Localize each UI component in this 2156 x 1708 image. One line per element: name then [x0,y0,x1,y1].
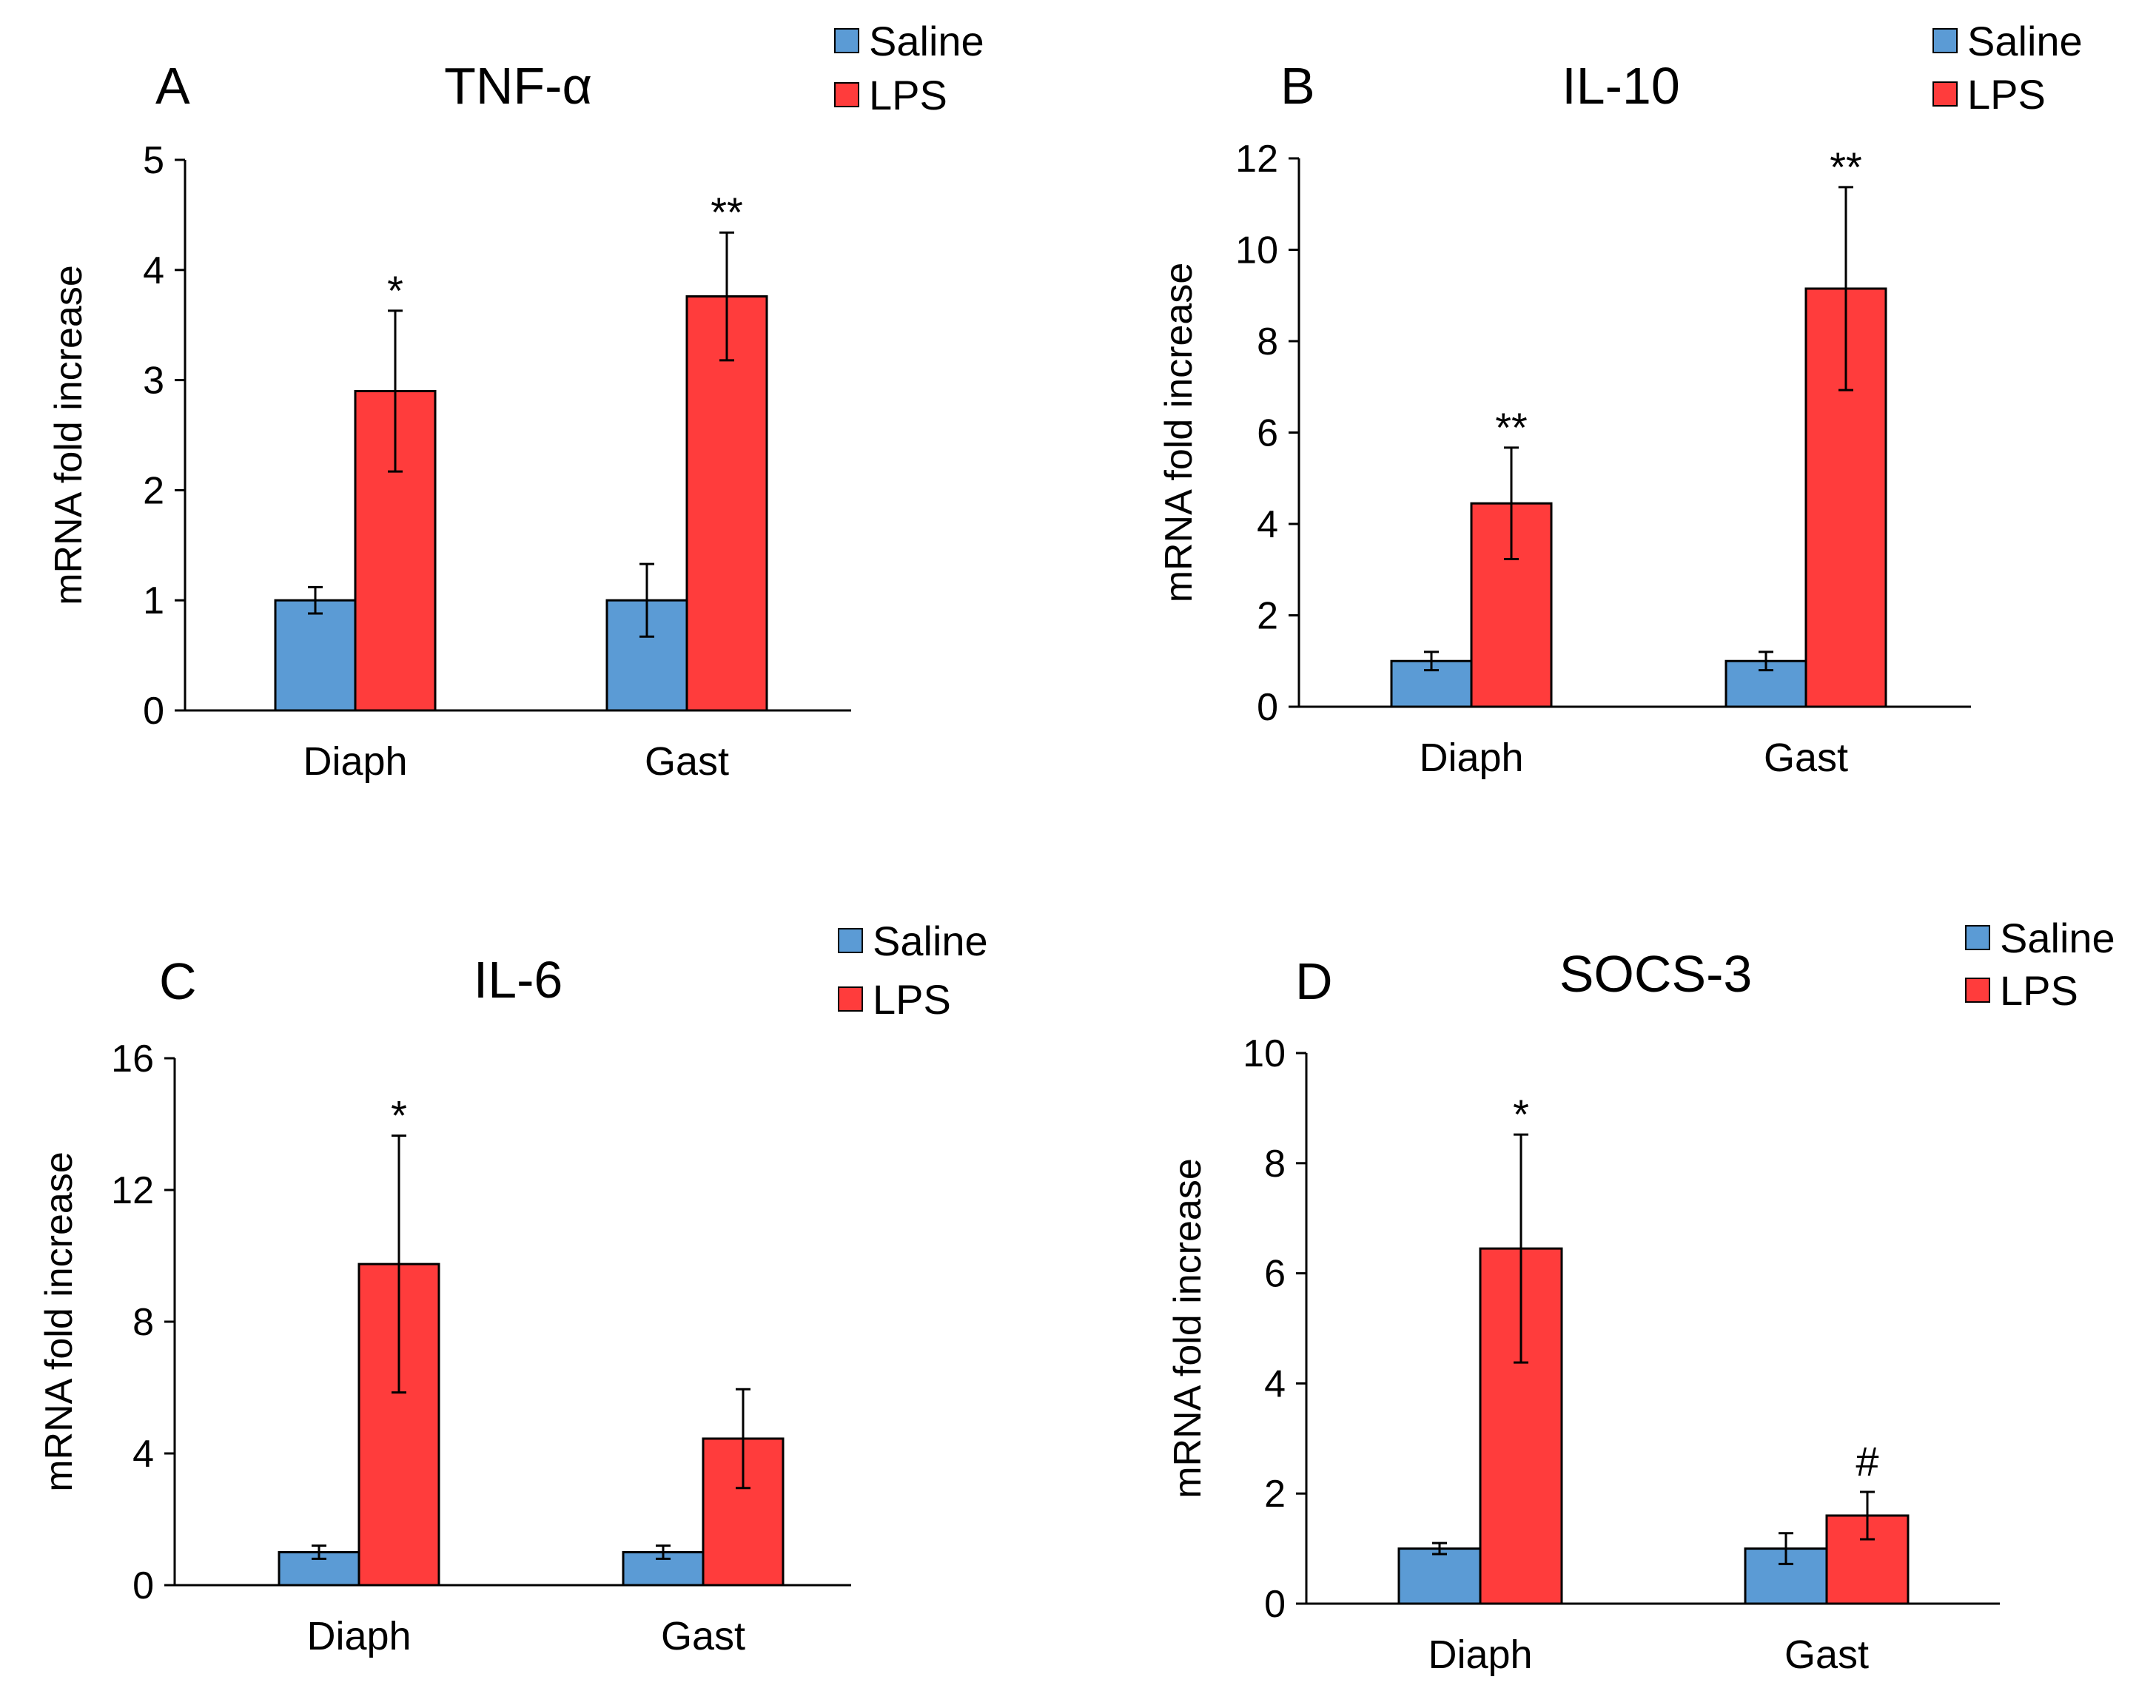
y-tick-label: 12 [111,1169,154,1212]
panel-a: A TNF-α mRNA fold increase 0 1 2 3 4 5 Diaph Gast *… [47,18,984,784]
x-category-label: Diaph [306,1614,411,1658]
x-category-label: Diaph [303,739,407,784]
y-tick-label: 6 [1264,1253,1286,1296]
y-tick-label: 1 [143,579,164,622]
y-tick-label: 4 [143,249,164,292]
x-category-label: Gast [1764,736,1848,780]
bar-saline-diaph [1397,1547,1482,1605]
x-category-label: Diaph [1428,1633,1532,1677]
significance-marker: * [1513,1091,1529,1137]
legend-swatch-saline [834,28,859,53]
panel-b: B IL-10 mRNA fold increase 0 2 4 6 8 10 12 Diaph Ga… [1158,18,2083,780]
y-tick-label: 6 [1257,412,1278,455]
significance-marker: * [391,1092,407,1139]
legend-label-saline: Saline [869,18,984,64]
significance-marker: ** [711,189,743,235]
legend-label-saline: Saline [873,918,988,964]
chart-title: IL-10 [1562,57,1680,115]
legend-label-saline: Saline [2000,915,2115,961]
y-tick-label: 2 [1257,595,1278,638]
x-category-label: Gast [1784,1633,1869,1677]
y-tick-label: 4 [1257,503,1278,546]
y-tick-label: 8 [1257,320,1278,363]
y-tick-label: 0 [143,690,164,733]
y-axis-title: mRNA fold increase [47,265,90,605]
x-category-label: Gast [645,739,729,784]
panel-letter: A [155,57,190,115]
y-tick-label: 8 [132,1301,154,1344]
legend-label-lps: LPS [2000,967,2078,1014]
y-tick-label: 0 [1257,686,1278,729]
chart-title: SOCS-3 [1559,945,1753,1003]
legend-swatch-saline [838,928,863,953]
panel-letter: D [1295,952,1333,1010]
legend-swatch-lps [1932,81,1958,107]
chart-title: TNF-α [444,57,592,115]
y-tick-label: 4 [1264,1362,1286,1405]
y-tick-label: 0 [132,1564,154,1607]
bar-lps-gast [685,295,768,712]
y-tick-label: 8 [1264,1143,1286,1186]
legend-swatch-saline [1932,28,1958,53]
y-tick-label: 12 [1235,138,1278,181]
legend-swatch-lps [1965,978,1990,1003]
y-tick-label: 3 [143,360,164,403]
significance-marker: # [1856,1438,1878,1485]
legend-swatch-lps [834,82,859,107]
chart-title: IL-6 [474,951,563,1009]
x-category-label: Diaph [1419,736,1523,780]
x-category-label: Gast [661,1614,745,1658]
y-tick-label: 4 [132,1433,154,1476]
y-tick-label: 10 [1243,1032,1286,1075]
legend-label-lps: LPS [873,976,951,1023]
y-tick-label: 10 [1235,229,1278,272]
y-tick-label: 0 [1264,1583,1286,1626]
legend-label-lps: LPS [869,72,947,118]
y-tick-label: 5 [143,139,164,182]
significance-marker: ** [1495,404,1528,451]
legend-swatch-saline [1965,925,1990,950]
y-tick-label: 2 [1264,1473,1286,1516]
panel-letter: B [1280,57,1315,115]
y-axis-title: mRNA fold increase [1166,1158,1209,1499]
y-tick-label: 2 [143,469,164,512]
y-tick-label: 16 [111,1038,154,1080]
panel-letter: C [159,952,197,1010]
legend-swatch-lps [838,986,863,1012]
bar-lps-diaph [1470,502,1553,708]
panel-c: C IL-6 mRNA fold increase 0 4 8 12 16 Diaph Gast *… [38,918,988,1658]
y-axis-title: mRNA fold increase [38,1151,81,1492]
bar-saline-diaph [274,599,357,712]
legend-label-lps: LPS [1967,71,2046,118]
panel-d: D SOCS-3 mRNA fold increase 0 2 4 6 8 10 Diaph Gas… [1166,915,2115,1677]
significance-marker: * [387,267,403,314]
legend-label-saline: Saline [1967,18,2083,64]
y-axis-title: mRNA fold increase [1158,263,1200,603]
significance-marker: ** [1830,144,1862,190]
